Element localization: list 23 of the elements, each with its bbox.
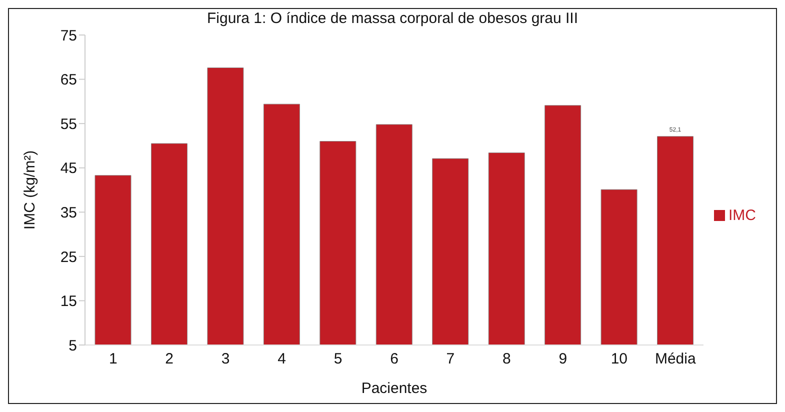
y-tick-label: 45 <box>60 160 77 178</box>
y-tick-label: 55 <box>60 116 77 133</box>
y-tick-label: 5 <box>68 337 77 354</box>
y-tick-label: 75 <box>60 27 77 44</box>
x-tick-label: 6 <box>390 350 398 368</box>
y-tick-label: 15 <box>60 293 77 310</box>
x-tick-label: Média <box>654 350 696 368</box>
x-tick-label: 3 <box>221 350 230 368</box>
x-tick-label: 10 <box>610 350 628 368</box>
y-tick-label: 25 <box>60 248 77 266</box>
x-tick-label: 1 <box>108 350 118 368</box>
y-axis-title: IMC (kg/m²) <box>21 150 38 230</box>
chart-title: Figura 1: O índice de massa corporal de obesos grau III <box>206 9 580 29</box>
legend-label: IMC <box>728 206 756 224</box>
x-tick-label: 4 <box>278 350 286 368</box>
x-tick-label: 5 <box>334 350 342 368</box>
y-tick-label: 35 <box>60 204 77 222</box>
x-tick-label: 8 <box>502 350 511 368</box>
x-tick-label: 2 <box>165 350 174 368</box>
x-axis-title: Pacientes <box>361 380 428 397</box>
x-tick-label: 9 <box>558 350 568 368</box>
x-tick-label: 7 <box>446 350 455 368</box>
y-tick-label: 65 <box>60 72 77 89</box>
